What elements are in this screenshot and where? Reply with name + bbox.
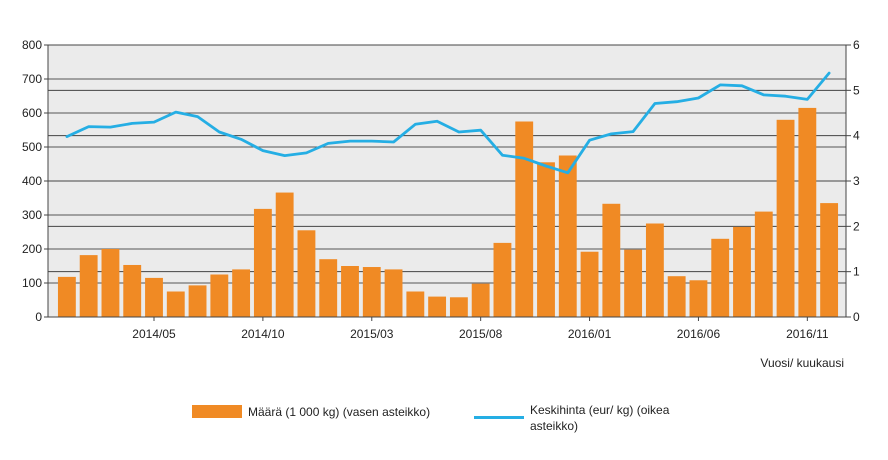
bar-2014/11 [275,192,294,317]
bar-2015/08 [471,283,490,317]
x-tick-label: 2015/03 [350,327,394,341]
legend-swatch-line [474,416,524,419]
price-line [65,71,831,175]
x-tick-label: 2016/11 [786,327,829,341]
bar-2014/05 [145,277,163,317]
x-axis-title: Vuosi/ kuukausi [760,356,844,370]
bar-2015/11 [537,162,555,317]
bar-2014/08 [210,274,229,317]
bar-2015/09 [493,242,512,317]
bar-2016/02 [602,203,621,317]
legend-item-price: Keskihinta (eur/ kg) (oikea asteikko) [474,402,724,434]
y-right-tick-label: 5 [853,83,860,97]
legend: Määrä (1 000 kg) (vasen asteikko) Keskih… [0,402,888,444]
bar-2016/11 [798,107,817,318]
y-left-tick-label: 200 [22,242,42,256]
y-left-tick-label: 0 [35,310,42,324]
bar-2014/07 [188,285,207,317]
bar-2015/06 [428,296,447,317]
bar-2016/10 [776,119,795,317]
bar-2016/06 [689,280,708,317]
legend-swatch-bar [192,405,242,418]
x-tick-label: 2015/08 [459,327,503,341]
y-right-tick-label: 1 [853,265,860,279]
y-left-tick-label: 800 [22,38,42,52]
y-right-tick-label: 4 [853,129,860,143]
x-tick-label: 2016/01 [568,327,612,341]
chart-svg: 0 100 200 300 400 500 600 700 800 0 1 2 3 4 5 6 2014/05 2… [22,38,860,370]
bar-2016/08 [733,226,751,317]
bar-2014/04 [123,264,142,317]
y-right-tick-label: 0 [853,310,860,324]
bar-2014/03 [101,249,120,317]
bar-2015/12 [558,155,577,317]
y-right-tick-label: 3 [853,174,860,188]
y-right-tick-label: 6 [853,38,860,52]
y-left-tick-label: 400 [22,174,42,188]
bar-2016/04 [645,223,664,317]
x-tick-label: 2014/10 [241,327,285,341]
x-tick-label: 2016/06 [677,327,721,341]
bar-2015/03 [362,267,381,317]
bar-2015/05 [406,291,425,317]
y-left-tick-label: 600 [22,106,42,120]
y-right-tick-label: 2 [853,219,860,233]
x-tick-label: 2014/05 [132,327,176,341]
bar-2014/01 [57,276,76,317]
y-left-tick-label: 700 [22,72,42,86]
bar-2014/12 [297,230,316,317]
y-left-tick-label: 300 [22,208,42,222]
bar-2016/01 [580,251,599,317]
bar-2015/04 [384,269,403,317]
bar-2016/05 [667,276,686,317]
y-left-tick-label: 500 [22,140,42,154]
legend-label-amount: Määrä (1 000 kg) (vasen asteikko) [248,405,431,419]
bar-2016/03 [624,249,643,317]
bar-2014/06 [166,291,185,317]
bar-2016/12 [820,203,839,317]
bar-2015/07 [449,297,468,317]
bar-2016/07 [711,238,730,317]
bar-2016/09 [754,211,773,317]
bar-2014/10 [253,208,272,317]
legend-label-price: Keskihinta (eur/ kg) (oikea asteikko) [530,403,670,433]
y-left-tick-label: 100 [22,276,42,290]
legend-item-amount: Määrä (1 000 kg) (vasen asteikko) [192,404,430,420]
bar-2015/10 [515,121,534,317]
bar-2014/02 [79,255,98,317]
bar-2015/01 [319,259,338,317]
bar-2015/02 [341,266,359,317]
bar-2014/09 [232,269,251,317]
